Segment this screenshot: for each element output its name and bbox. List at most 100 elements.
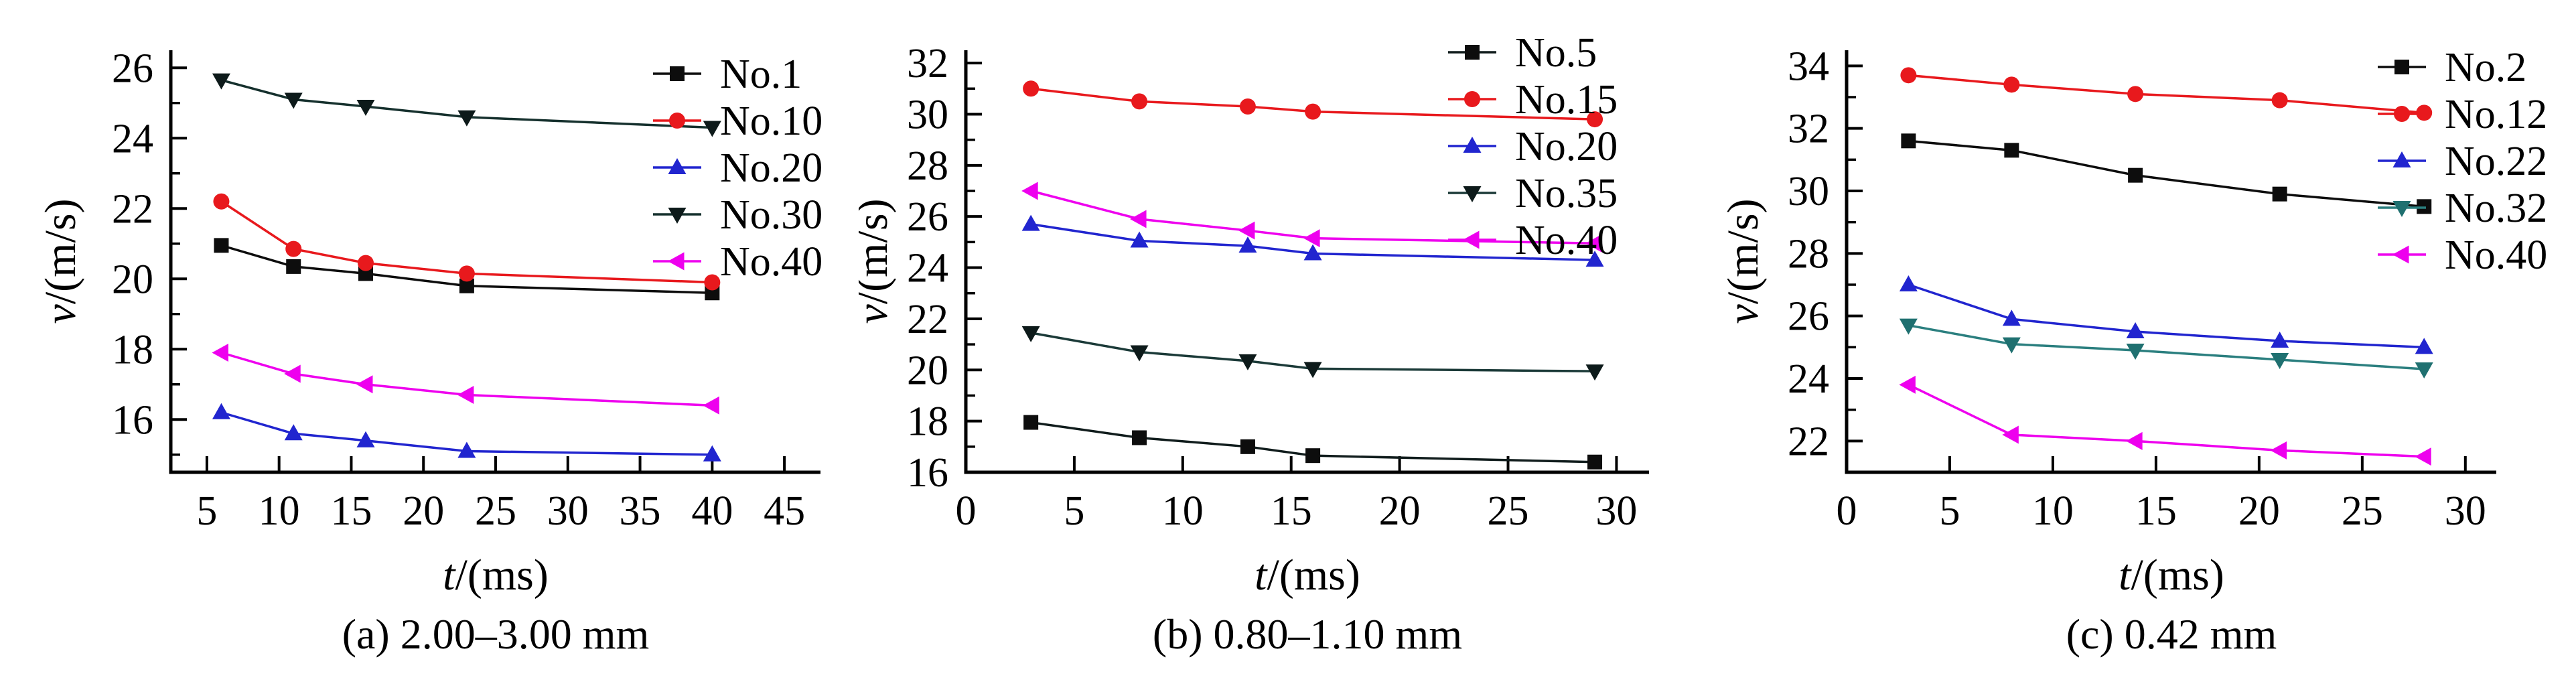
y-axis-label-group: v/(m/s) (1719, 199, 1768, 324)
data-point-marker (1303, 362, 1322, 378)
data-point-marker (1899, 275, 1918, 291)
x-tick-label: 25 (1488, 488, 1529, 534)
legend-item-No.1: No.1 (653, 52, 802, 97)
data-point-marker (1238, 236, 1257, 253)
data-point-marker (213, 193, 230, 210)
y-tick-label: 26 (1788, 294, 1829, 340)
data-point-marker (284, 364, 301, 383)
data-point-marker (2270, 441, 2287, 460)
x-tick-label: 5 (1064, 488, 1084, 534)
data-point-marker (2002, 425, 2019, 444)
series-No.15 (1023, 80, 1603, 128)
data-point-marker (1899, 318, 1918, 335)
data-point-marker (2003, 76, 2020, 93)
x-tick-label: 20 (403, 488, 444, 534)
x-tick-label: 30 (547, 488, 589, 534)
data-point-marker (2271, 353, 2289, 369)
data-point-marker (1130, 345, 1149, 362)
legend-triangle-left-icon (1463, 230, 1480, 249)
legend-label: No.15 (1515, 77, 1618, 123)
data-point-marker (1585, 364, 1604, 381)
data-point-marker (1130, 210, 1147, 228)
y-tick-label: 18 (112, 327, 153, 372)
data-point-marker (1130, 231, 1149, 248)
data-point-marker (1023, 415, 1039, 430)
data-point-marker (2415, 447, 2431, 466)
y-axis-label: v/(m/s) (36, 199, 85, 324)
panel-a: 5 10 15 20 25 30 35 40 45 16 18 20 22 24 26 No.1 No.10 No… (0, 0, 859, 696)
legend-label: No.2 (2445, 45, 2526, 90)
data-point-marker (2127, 86, 2144, 102)
data-point-marker (2415, 338, 2433, 354)
legend-triangle-left-icon (668, 252, 685, 271)
chart-caption: (c) 0.42 mm (2066, 610, 2277, 658)
data-point-marker (1240, 439, 1255, 454)
data-point-marker (2415, 362, 2433, 378)
y-tick-label: 20 (907, 348, 948, 393)
data-point-marker (457, 386, 474, 404)
legend-label: No.32 (2445, 186, 2547, 231)
x-tick-label: 5 (196, 488, 217, 534)
data-point-marker (2002, 337, 2021, 354)
data-point-marker (457, 110, 476, 127)
data-point-marker (457, 441, 476, 458)
series-No.30 (212, 73, 721, 137)
chart-caption: (b) 0.80–1.10 mm (1153, 610, 1462, 658)
legend-item-No.2: No.2 (2378, 45, 2526, 90)
data-point-marker (358, 255, 374, 271)
series-line (1908, 74, 2425, 115)
legend-label: No.12 (2445, 92, 2547, 137)
data-point-marker (459, 278, 474, 293)
data-point-marker (1587, 454, 1603, 470)
data-point-marker (1239, 98, 1256, 115)
data-point-marker (284, 424, 303, 441)
chart-c-canvas: 0 5 10 15 20 25 30 22 24 26 28 30 32 34 No.2No.12No.22… (1719, 44, 2547, 658)
y-tick-label: 24 (112, 116, 153, 161)
legend-label: No.40 (720, 239, 822, 285)
series-No.22 (1899, 275, 2433, 354)
legend-label: No.20 (1515, 124, 1618, 169)
series-line (1908, 139, 2425, 208)
y-tick-label: 32 (907, 41, 948, 86)
y-tick-label: 24 (907, 246, 948, 291)
y-tick-label: 20 (112, 257, 153, 302)
legend-circle-icon (2394, 106, 2410, 122)
legend-triangle-up-icon (1463, 137, 1482, 153)
data-point-marker (1132, 430, 1147, 445)
legend-label: No.20 (720, 145, 822, 191)
legend-item-No.30: No.30 (653, 192, 822, 238)
data-point-marker (1238, 354, 1257, 370)
legend-label: No.35 (1515, 171, 1618, 216)
data-point-marker (214, 238, 229, 253)
legend-item-No.40: No.40 (653, 239, 822, 285)
data-point-marker (1303, 229, 1320, 248)
data-point-marker (356, 375, 373, 394)
legend-square-icon (2394, 60, 2409, 74)
x-tick-label: 0 (956, 488, 977, 534)
legend-label: No.40 (2445, 232, 2547, 278)
y-tick-label: 26 (112, 46, 153, 91)
series-No.20 (212, 403, 721, 462)
x-tick-label: 30 (1595, 488, 1637, 534)
data-point-marker (1303, 244, 1322, 261)
x-tick-label: 20 (2238, 488, 2280, 534)
x-tick-label: 35 (620, 488, 661, 534)
data-point-marker (458, 265, 475, 282)
chart-caption: (a) 2.00–3.00 mm (342, 610, 650, 658)
panel-c: 0 5 10 15 20 25 30 22 24 26 28 30 32 34 No.2 No.12 No.22… (1716, 0, 2576, 696)
x-tick-label: 15 (1271, 488, 1312, 534)
data-point-marker (212, 344, 228, 362)
y-tick-label: 16 (907, 450, 948, 496)
x-tick-label: 10 (1162, 488, 1204, 534)
x-tick-label: 25 (2342, 488, 2383, 534)
series-No.20 (1021, 214, 1604, 267)
data-point-marker (2126, 431, 2143, 450)
data-point-marker (1585, 251, 1604, 267)
series-No.40 (1899, 375, 2431, 466)
y-tick-label: 34 (1788, 44, 1829, 89)
x-tick-label: 15 (330, 488, 372, 534)
x-axis-label: t/(ms) (1255, 551, 1360, 600)
